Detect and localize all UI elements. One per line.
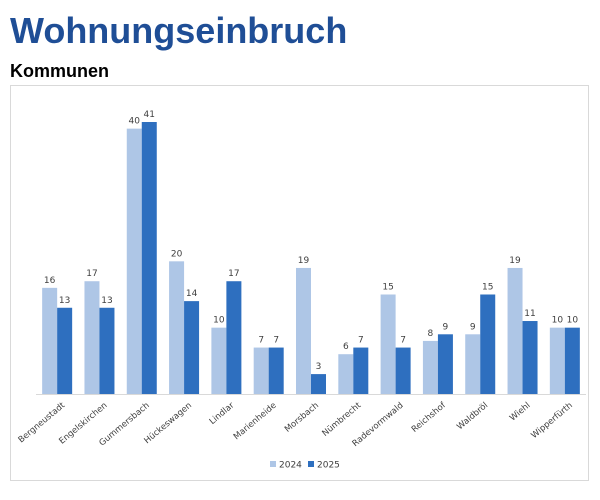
data-label-2025: 41 xyxy=(144,110,155,120)
legend-label-2025: 2025 xyxy=(317,461,340,471)
data-label-2025: 7 xyxy=(273,336,279,346)
bar-2025-hückeswagen xyxy=(184,301,200,394)
legend-swatch-2024 xyxy=(270,461,276,467)
legend: 2024 2025 xyxy=(270,461,340,471)
bar-2024-gummersbach xyxy=(126,128,142,394)
bar-2024-hückeswagen xyxy=(169,261,185,394)
data-label-2024: 6 xyxy=(343,342,349,352)
data-label-2025: 13 xyxy=(59,296,70,306)
bar-2024-engelskirchen xyxy=(84,281,100,394)
data-label-2024: 40 xyxy=(129,117,141,127)
bar-2024-bergneustadt xyxy=(42,287,58,394)
data-label-2024: 8 xyxy=(428,329,434,339)
bar-2025-bergneustadt xyxy=(57,307,73,394)
bar-2025-lindlar xyxy=(226,281,242,394)
data-label-2025: 9 xyxy=(443,322,449,332)
page-title: Wohnungseinbruch xyxy=(10,10,348,51)
data-label-2025: 14 xyxy=(186,289,198,299)
legend-label-2024: 2024 xyxy=(279,461,302,471)
category-label: Lindlar xyxy=(208,400,237,427)
data-label-2024: 9 xyxy=(470,322,476,332)
data-label-2025: 10 xyxy=(567,316,579,326)
bar-2024-waldbröl xyxy=(465,334,481,394)
bar-2024-lindlar xyxy=(211,327,227,394)
chart-frame xyxy=(10,85,589,481)
data-label-2025: 7 xyxy=(400,336,406,346)
category-label: Wiehl xyxy=(508,401,532,424)
data-label-2025: 13 xyxy=(101,296,112,306)
bar-2024-wiehl xyxy=(507,267,523,394)
bar-2025-gummersbach xyxy=(141,122,157,394)
bar-2025-waldbröl xyxy=(480,294,496,394)
bar-2024-wipperfürth xyxy=(549,327,565,394)
data-label-2024: 10 xyxy=(213,316,225,326)
legend-swatch-2025 xyxy=(308,461,314,467)
category-label: Wipperfürth xyxy=(530,401,575,441)
bar-2024-reichshof xyxy=(422,340,438,394)
data-label-2025: 3 xyxy=(316,362,322,372)
bar-2025-wiehl xyxy=(522,321,538,394)
bar-2025-engelskirchen xyxy=(99,307,115,394)
data-label-2025: 11 xyxy=(524,309,535,319)
category-label: Waldbröl xyxy=(455,401,490,433)
bar-2025-radevormwald xyxy=(395,347,411,394)
bar-2024-marienheide xyxy=(253,347,269,394)
data-label-2024: 7 xyxy=(258,336,264,346)
bar-2025-wipperfürth xyxy=(564,327,580,394)
category-label: Nümbrecht xyxy=(321,400,364,439)
category-label: Morsbach xyxy=(283,401,321,435)
data-label-2025: 7 xyxy=(358,336,364,346)
bar-2025-nümbrecht xyxy=(353,347,369,394)
data-label-2025: 15 xyxy=(482,282,493,292)
data-label-2024: 17 xyxy=(86,269,97,279)
category-label: Reichshof xyxy=(410,400,449,435)
category-label: Marienheide xyxy=(232,401,279,442)
data-label-2024: 19 xyxy=(509,256,521,266)
data-label-2024: 19 xyxy=(298,256,310,266)
bar-2024-nümbrecht xyxy=(338,354,354,394)
data-label-2024: 20 xyxy=(171,249,183,259)
bar-2025-morsbach xyxy=(311,374,326,394)
data-label-2024: 15 xyxy=(382,282,393,292)
bar-2024-radevormwald xyxy=(380,294,396,394)
bar-2025-reichshof xyxy=(437,334,453,394)
data-label-2024: 16 xyxy=(44,276,56,286)
section-subtitle: Kommunen xyxy=(10,61,109,81)
bar-2025-marienheide xyxy=(268,347,284,394)
data-label-2025: 17 xyxy=(228,269,239,279)
bar-2024-morsbach xyxy=(296,267,311,394)
data-label-2024: 10 xyxy=(552,316,564,326)
